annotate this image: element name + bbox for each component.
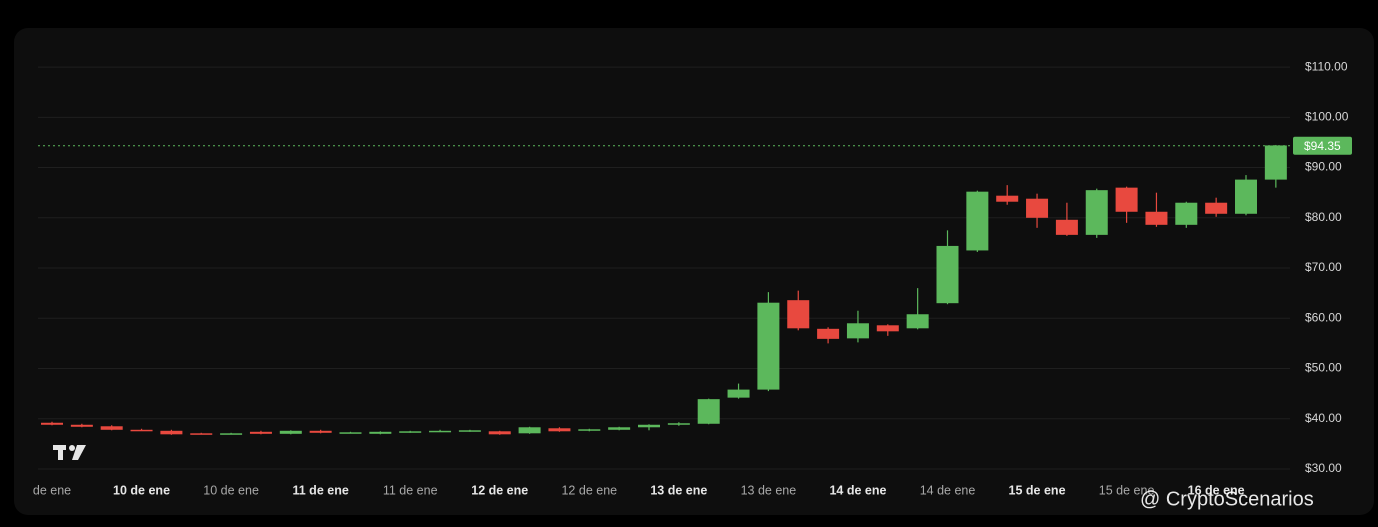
candle-body bbox=[309, 430, 332, 433]
x-tick-label: 11 de ene bbox=[383, 483, 438, 497]
y-tick-label: $110.00 bbox=[1305, 59, 1348, 73]
y-tick-label: $80.00 bbox=[1305, 210, 1342, 224]
x-tick-label: de ene bbox=[33, 483, 71, 497]
candle-body bbox=[578, 429, 601, 431]
candle-body bbox=[160, 430, 183, 435]
candle-body bbox=[70, 424, 93, 427]
candle-body bbox=[1145, 211, 1168, 225]
y-tick-label: $60.00 bbox=[1305, 310, 1342, 324]
y-tick-label: $70.00 bbox=[1305, 260, 1342, 274]
tradingview-logo bbox=[53, 445, 86, 460]
x-tick-label: 16 de ene bbox=[1188, 483, 1245, 497]
candle-body bbox=[1026, 198, 1049, 218]
candle-body bbox=[1085, 190, 1108, 235]
x-tick-label: 12 de ene bbox=[561, 483, 617, 497]
candle-body bbox=[817, 328, 840, 339]
candle-body bbox=[757, 302, 780, 390]
candle-body bbox=[130, 429, 153, 432]
candle-body bbox=[1115, 187, 1138, 212]
candle-body bbox=[936, 245, 959, 304]
x-tick-label: 15 de ene bbox=[1099, 483, 1155, 497]
watermark: @ CryptoScenarios bbox=[1140, 488, 1314, 510]
candle-body bbox=[1055, 219, 1078, 235]
candle-body bbox=[279, 430, 302, 434]
last-price-badge bbox=[1293, 136, 1352, 155]
y-tick-label: $100.00 bbox=[1305, 109, 1349, 123]
candle-body bbox=[100, 426, 123, 430]
x-tick-label: 14 de ene bbox=[920, 483, 976, 497]
candle-body bbox=[399, 431, 422, 433]
y-tick-label: $30.00 bbox=[1305, 461, 1342, 475]
plot: $30.00 $40.00 $50.00 $60.00 $70.00 $80.00 $90.… bbox=[33, 59, 1352, 497]
candle-body bbox=[220, 433, 243, 435]
panel bbox=[14, 28, 1374, 515]
x-tick-label: 13 de ene bbox=[741, 483, 797, 497]
candle-body bbox=[339, 432, 362, 434]
y-tick-label: $90.00 bbox=[1305, 160, 1342, 174]
candle-body bbox=[608, 427, 631, 430]
y-tick-label: $40.00 bbox=[1305, 411, 1342, 425]
candle-body bbox=[429, 430, 452, 433]
y-tick-label: $50.00 bbox=[1305, 361, 1342, 375]
candle-body bbox=[1264, 145, 1287, 180]
candle-body bbox=[966, 191, 989, 251]
candle-body bbox=[638, 424, 660, 428]
last-price-label: $94.35 bbox=[1304, 139, 1341, 153]
x-tick-label: 10 de ene bbox=[113, 483, 170, 497]
candle-body bbox=[458, 430, 481, 432]
candle-body bbox=[906, 314, 929, 329]
candle-body bbox=[190, 433, 213, 435]
candle-body bbox=[787, 300, 810, 329]
candle-body bbox=[697, 399, 720, 424]
x-tick-label: 10 de ene bbox=[203, 483, 259, 497]
x-tick-label: 13 de ene bbox=[650, 483, 707, 497]
x-tick-label: 14 de ene bbox=[829, 483, 886, 497]
x-tick-label: 11 de ene bbox=[293, 483, 349, 497]
candle-body bbox=[518, 427, 541, 434]
candle-body bbox=[727, 389, 750, 398]
x-tick-label: 15 de ene bbox=[1009, 483, 1066, 497]
candle-body bbox=[846, 323, 869, 339]
candle-body bbox=[548, 428, 571, 432]
candle-body bbox=[488, 431, 511, 435]
candle-body bbox=[667, 423, 690, 425]
candle-body bbox=[996, 195, 1019, 202]
candle-body bbox=[41, 422, 63, 425]
candle-body bbox=[1235, 179, 1257, 214]
candle-body bbox=[369, 431, 392, 434]
candle-body bbox=[1175, 202, 1198, 225]
candle-body bbox=[876, 325, 899, 332]
candle-body bbox=[1205, 202, 1228, 214]
x-tick-label: 12 de ene bbox=[471, 483, 528, 497]
candle-body bbox=[249, 431, 272, 434]
